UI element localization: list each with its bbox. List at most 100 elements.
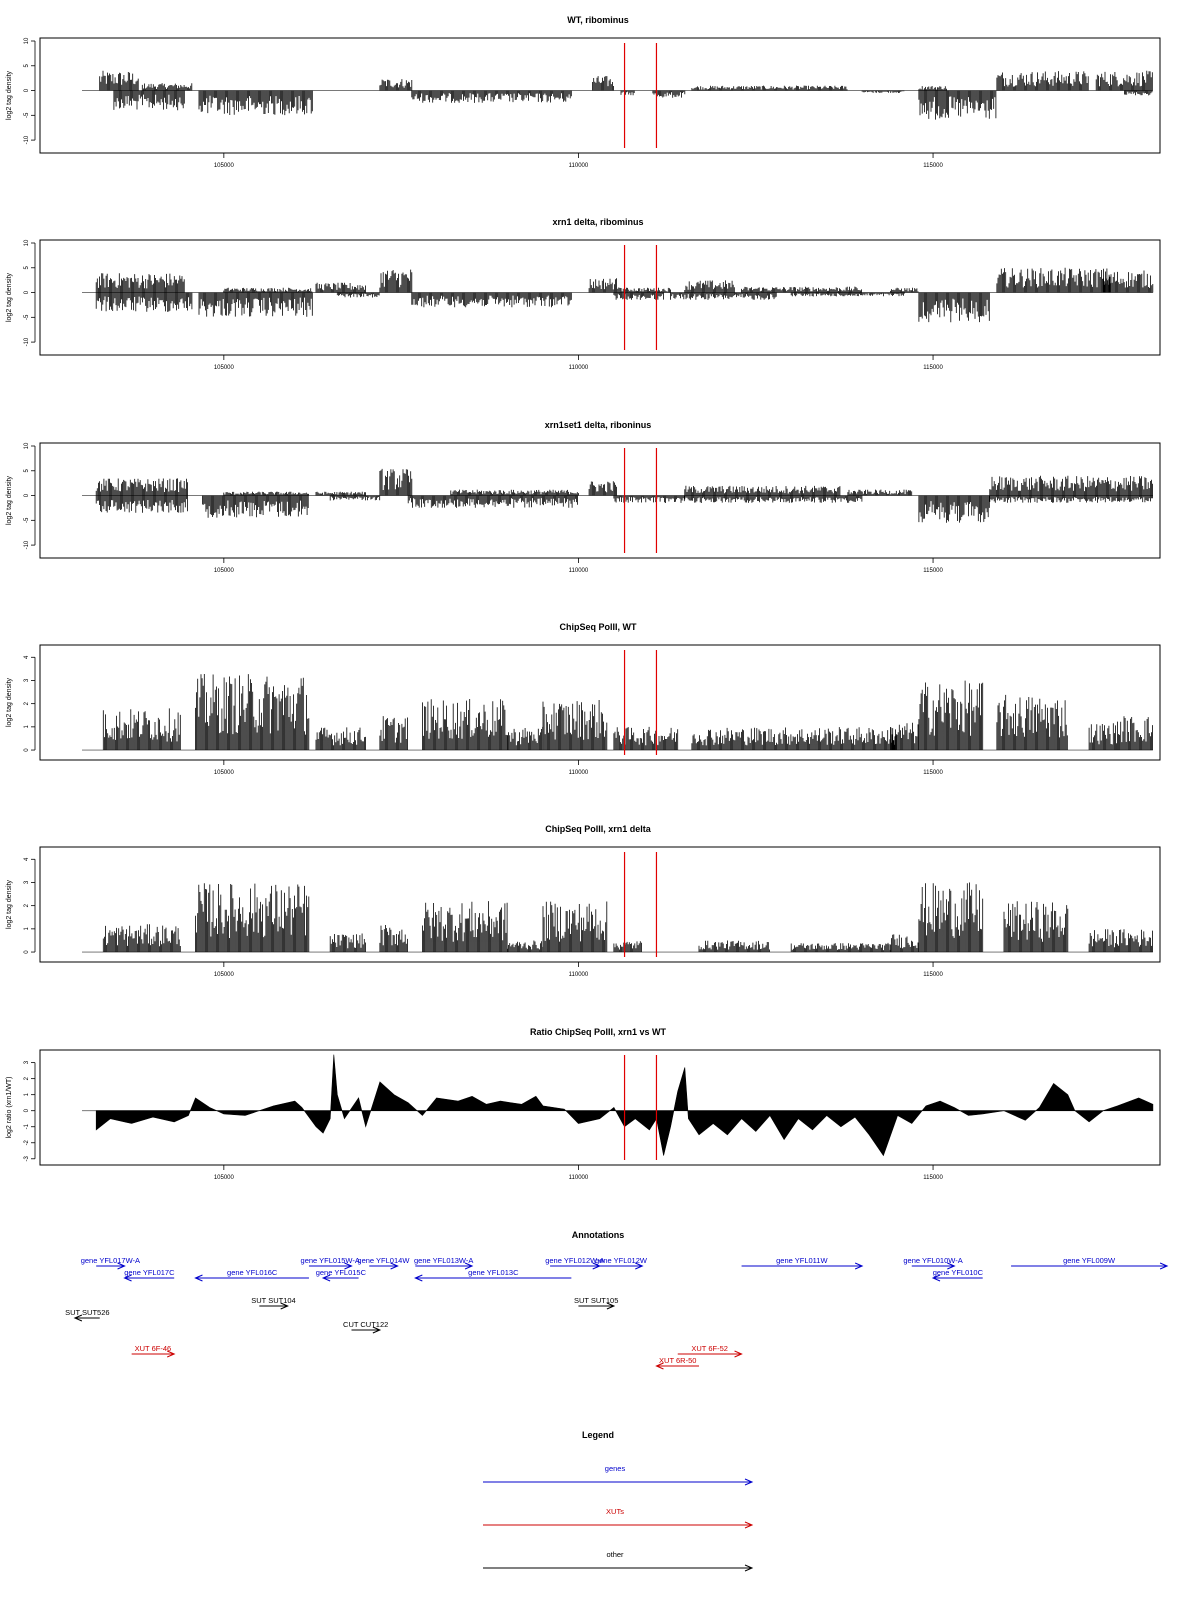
bar-segment <box>198 90 313 116</box>
annotations-title: Annotations <box>572 1230 625 1240</box>
annotation-feature: SUT SUT526 <box>65 1308 110 1322</box>
annotation-feature: XUT 6F-46 <box>131 1344 176 1358</box>
x-axis: 105000 110000 115000 <box>214 1165 944 1181</box>
panel-title: ChipSeq PolII, WT <box>560 622 637 632</box>
annotation-label: XUT 6F-46 <box>135 1344 172 1353</box>
y-tick-label: -5 <box>24 517 30 523</box>
y-tick-label: 2 <box>24 701 30 705</box>
annotation-arrowhead <box>414 1274 423 1282</box>
bar-segment <box>102 924 181 952</box>
bar-segment <box>890 934 919 952</box>
y-tick-label: -1 <box>24 1123 30 1129</box>
annotation-feature: gene YFL013W-A <box>414 1256 473 1270</box>
track-panel: ChipSeq PolII, WT 4 3 2 1 0 log2 tag density 10… <box>6 622 1161 776</box>
bar-segment <box>691 85 848 91</box>
bar-segment <box>588 278 622 293</box>
legend-arrowhead <box>744 1521 754 1529</box>
annotation-label: XUT 6F-52 <box>691 1344 728 1353</box>
plot-frame <box>39 37 1161 154</box>
y-tick-label: 0 <box>24 950 30 954</box>
data-series <box>82 70 1153 120</box>
bar-segment <box>507 726 544 750</box>
bar-segment <box>1117 716 1153 750</box>
x-tick-label: 105000 <box>214 770 235 776</box>
x-tick-label: 115000 <box>923 770 943 776</box>
annotation-feature: XUT 6F-52 <box>677 1344 743 1358</box>
bar-segment <box>102 708 181 750</box>
annotation-feature: XUT 6R-50 <box>655 1356 700 1370</box>
bar-segment <box>422 901 508 952</box>
y-tick-label: 0 <box>24 1108 30 1112</box>
plot-frame <box>39 644 1161 761</box>
annotation-label: CUT CUT122 <box>343 1320 388 1329</box>
x-tick-label: 115000 <box>923 972 943 978</box>
annotation-arrowhead <box>117 1262 126 1270</box>
legend-label: genes <box>605 1464 626 1473</box>
y-tick-label: 3 <box>24 678 30 682</box>
annotation-label: gene YFL012W-A <box>545 1256 604 1265</box>
annotation-feature: gene YFL010C <box>931 1268 984 1282</box>
legend-label: other <box>606 1550 624 1559</box>
annotation-arrowhead <box>123 1274 132 1282</box>
track-panel: Ratio ChipSeq PolII, xrn1 vs WT 3 2 1 0 -1 -2 -… <box>6 1027 1161 1181</box>
annotation-arrowhead <box>280 1302 289 1310</box>
y-tick-label: 1 <box>24 1092 30 1096</box>
bar-segment <box>195 674 310 750</box>
bar-segment <box>691 727 897 750</box>
bar-segment <box>1088 929 1117 952</box>
bar-segment <box>379 716 408 750</box>
annotation-label: gene YFL012W <box>595 1256 648 1265</box>
bar-segment <box>1003 901 1069 952</box>
bar-segment <box>422 699 508 750</box>
plot-frame <box>39 442 1161 559</box>
bar-segment <box>223 491 309 496</box>
annotation-feature: gene YFL011W <box>741 1256 864 1270</box>
y-tick-label: 1 <box>24 927 30 931</box>
plot-frame <box>39 1049 1161 1166</box>
y-axis: 3 2 1 0 -1 -2 -3 <box>24 1060 36 1161</box>
annotation-feature: gene YFL017W-A <box>81 1256 140 1270</box>
bar-segment <box>1102 270 1154 293</box>
bar-segment <box>542 901 608 952</box>
bar-segment <box>698 940 770 952</box>
annotation-label: gene YFL015W-A <box>301 1256 360 1265</box>
panel-title: WT, ribominus <box>567 15 629 25</box>
bar-segment <box>450 489 579 496</box>
panel-title: xrn1 delta, ribominus <box>552 217 643 227</box>
bar-segment <box>223 287 313 293</box>
bar-segment <box>379 269 413 293</box>
bar-segment <box>918 680 984 750</box>
bar-segment <box>1095 70 1153 91</box>
legend-arrowhead <box>744 1564 754 1572</box>
y-axis-label: log2 tag density <box>6 677 13 727</box>
y-axis-label: log2 ratio (xrn1/WT) <box>6 1077 13 1139</box>
x-tick-label: 115000 <box>923 365 943 371</box>
y-tick-label: -5 <box>24 314 30 320</box>
annotation-label: gene YFL013C <box>468 1268 519 1277</box>
y-tick-label: 0 <box>24 290 30 294</box>
bar-segment <box>195 883 310 952</box>
x-axis: 105000 110000 115000 <box>214 558 944 574</box>
y-tick-label: 10 <box>24 37 30 44</box>
y-axis-label: log2 tag density <box>6 475 13 525</box>
bar-segment <box>95 495 188 513</box>
annotation-feature: gene YFL009W <box>1011 1256 1169 1270</box>
bar-segment <box>592 76 614 91</box>
y-tick-label: -3 <box>24 1155 30 1161</box>
bar-segment <box>1117 929 1153 952</box>
annotation-feature: gene YFL010W-A <box>903 1256 963 1270</box>
annotation-label: gene YFL016C <box>227 1268 278 1277</box>
legend-item: genes <box>483 1464 754 1486</box>
bar-segment <box>989 495 1153 503</box>
annotation-label: gene YFL010W-A <box>903 1256 962 1265</box>
x-axis: 105000 110000 115000 <box>214 962 944 978</box>
annotation-arrowhead <box>854 1262 864 1270</box>
bar-segment <box>95 478 188 496</box>
y-tick-label: -10 <box>24 540 30 549</box>
bar-segment <box>379 468 413 496</box>
x-tick-label: 105000 <box>214 163 235 169</box>
bar-segment <box>542 700 608 750</box>
bar-segment <box>141 83 193 91</box>
annotation-feature: gene YFL014W <box>357 1256 410 1270</box>
panel-title: ChipSeq PolII, xrn1 delta <box>545 824 652 834</box>
